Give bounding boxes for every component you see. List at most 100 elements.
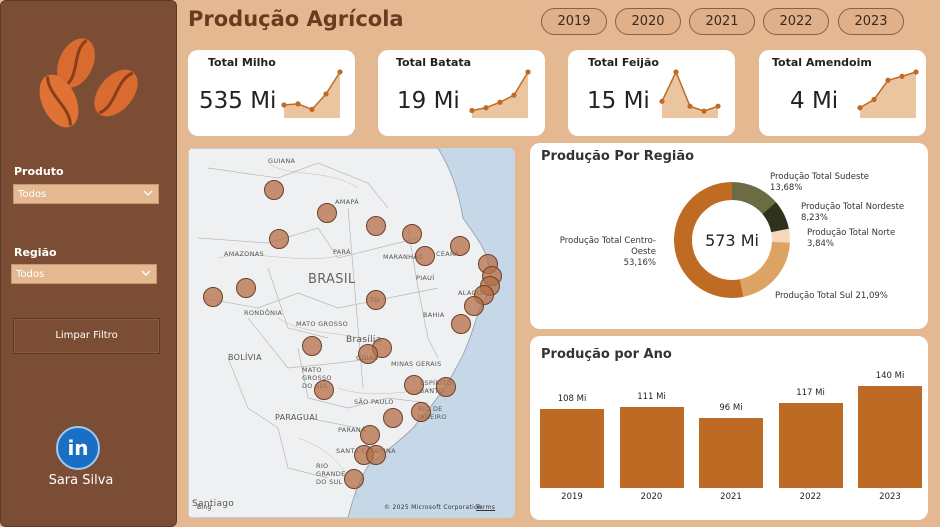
map-label: GUIANA <box>268 157 296 165</box>
bar-data-label: 140 Mi <box>875 371 905 381</box>
map-bubble[interactable] <box>264 180 284 200</box>
sparkline-point <box>673 69 679 75</box>
map-bubble[interactable] <box>344 469 364 489</box>
sparkline-point <box>857 105 863 111</box>
sparkline-point <box>497 99 503 105</box>
map-label: PARANÁ <box>338 426 366 434</box>
year-button-2021[interactable]: 2021 <box>689 8 755 35</box>
kpi-card-feijao: Total Feijão 15 Mi <box>568 50 735 136</box>
kpi-card-amendoim: Total Amendoim 4 Mi <box>759 50 926 136</box>
map-bubble[interactable] <box>411 402 431 422</box>
product-select[interactable]: Todos <box>13 184 159 204</box>
map-bubble[interactable] <box>314 380 334 400</box>
sparkline-point <box>659 98 665 104</box>
map-bubble[interactable] <box>236 278 256 298</box>
sparkline-point <box>281 102 287 108</box>
map-bubble[interactable] <box>366 445 386 465</box>
bar[interactable] <box>699 418 763 488</box>
x-tick-label: 2019 <box>561 492 583 502</box>
sparkline <box>659 69 721 118</box>
map-bubble[interactable] <box>358 344 378 364</box>
sparkline-area <box>472 72 528 118</box>
donut-center-value: 573 Mi <box>705 231 759 250</box>
region-donut[interactable] <box>673 181 791 299</box>
map-bubble[interactable] <box>404 375 424 395</box>
map-bubble[interactable] <box>450 236 470 256</box>
map-label: MATO GROSSO <box>296 320 349 328</box>
map-bubble[interactable] <box>360 425 380 445</box>
x-tick-label: 2023 <box>879 492 901 502</box>
donut-slice[interactable] <box>739 241 790 297</box>
donut-label-sudeste: Produção Total Sudeste 13,68% <box>770 172 870 193</box>
map-bubble[interactable] <box>402 224 422 244</box>
sparkline-point <box>511 92 517 98</box>
bar[interactable] <box>540 409 604 488</box>
year-button-2019[interactable]: 2019 <box>541 8 607 35</box>
product-select-value: Todos <box>18 189 47 200</box>
year-button-2022[interactable]: 2022 <box>763 8 829 35</box>
map-label: AMAZONAS <box>224 250 264 258</box>
map-bubble[interactable] <box>415 246 435 266</box>
sparkline-point <box>469 107 475 114</box>
chevron-down-icon <box>143 190 153 196</box>
kpi-value: 15 Mi <box>587 88 650 114</box>
map-bubble[interactable] <box>451 314 471 334</box>
map-visual[interactable]: GUIANA AMAPÁ AMAZONAS PARÁ MARANHÃO CEAR… <box>188 148 515 518</box>
donut-slice[interactable] <box>674 182 744 298</box>
sparkline-point <box>323 91 329 97</box>
sparkline-point <box>525 69 531 75</box>
map-terms-link[interactable]: Terms <box>476 504 496 511</box>
bar[interactable] <box>858 386 922 488</box>
kpi-value: 19 Mi <box>397 88 460 114</box>
kpi-title: Total Feijão <box>588 56 659 69</box>
donut-slice[interactable] <box>732 182 776 214</box>
sparkline <box>281 69 343 118</box>
sparkline-area <box>860 72 916 118</box>
sparkline-point <box>715 103 721 109</box>
clear-filter-button[interactable]: Limpar Filtro <box>13 318 160 354</box>
region-filter-label: Região <box>14 246 57 259</box>
map-bubble[interactable] <box>302 336 322 356</box>
map-bubble[interactable] <box>464 296 484 316</box>
donut-slice[interactable] <box>762 202 789 233</box>
sparkline-point <box>687 103 693 109</box>
yearly-title: Produção por Ano <box>541 347 672 362</box>
map-bubble[interactable] <box>436 377 456 397</box>
bar[interactable] <box>778 402 843 488</box>
map-label: MARANHÃO <box>383 253 424 261</box>
year-button-2023[interactable]: 2023 <box>838 8 904 35</box>
sparkline-point <box>337 69 343 75</box>
map-bubble[interactable] <box>269 229 289 249</box>
map-bubble[interactable] <box>317 203 337 223</box>
kpi-value: 535 Mi <box>199 88 277 114</box>
map-bubble[interactable] <box>203 287 223 307</box>
sparkline <box>469 69 531 118</box>
map-label: PARÁ <box>333 248 351 256</box>
sparkline-point <box>899 73 905 79</box>
region-select-value: Todos <box>16 269 45 280</box>
kpi-value: 4 Mi <box>790 88 839 114</box>
donut-label-nordeste: Produção Total Nordeste 8,23% <box>801 202 905 223</box>
map-bubble[interactable] <box>383 408 403 428</box>
x-tick-label: 2021 <box>720 492 742 502</box>
kpi-title: Total Amendoim <box>772 56 872 69</box>
donut-label-centro-oeste: Produção Total Centro-Oeste 53,16% <box>559 236 656 268</box>
bar[interactable] <box>619 407 684 488</box>
map-label: ESPÍRITO SANTO <box>420 379 452 395</box>
donut-label-sul: Produção Total Sul 21,09% <box>775 291 888 301</box>
product-filter-label: Produto <box>14 165 64 178</box>
region-title: Produção Por Região <box>541 149 695 164</box>
map-label: BAHIA <box>423 311 445 319</box>
year-button-2020[interactable]: 2020 <box>615 8 681 35</box>
kpi-title: Total Milho <box>208 56 276 69</box>
linkedin-icon[interactable]: in <box>56 426 100 470</box>
map-bubble[interactable] <box>366 290 386 310</box>
bar-data-label: 117 Mi <box>796 387 825 398</box>
map-label: CEARÁ <box>436 250 460 258</box>
region-donut-card: Produção Por Região 573 Mi Produção Tota… <box>530 143 928 329</box>
region-select[interactable]: Todos <box>11 264 157 284</box>
map-bubble[interactable] <box>366 216 386 236</box>
chevron-down-icon <box>141 270 151 276</box>
donut-slice[interactable] <box>771 228 790 243</box>
map-label: Santiago <box>192 499 235 509</box>
